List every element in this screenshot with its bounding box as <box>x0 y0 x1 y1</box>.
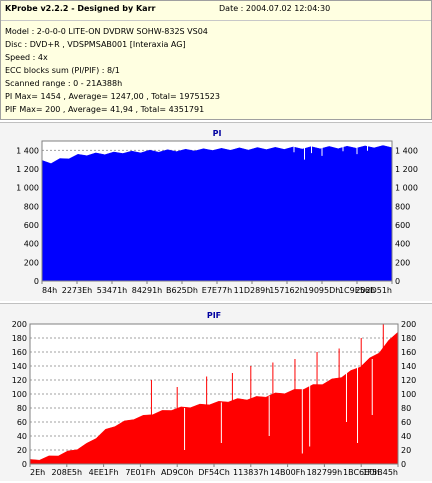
x-tick-label: 1F5B45h <box>362 468 398 477</box>
y-tick-label-right: 800 <box>395 202 410 211</box>
x-tick-label: E7E77h <box>202 286 232 295</box>
y-tick-label-right: 80 <box>401 404 411 413</box>
y-tick-label-left: 40 <box>17 432 27 441</box>
y-tick-label-left: 1 400 <box>16 146 39 155</box>
y-tick-label-right: 140 <box>401 362 416 371</box>
pif-stats-line: PIF Max= 200 , Average= 41,94 , Total= 4… <box>5 105 205 114</box>
range-line: Scanned range : 0 - 21A388h <box>5 79 123 88</box>
ecc-line: ECC blocks sum (PI/PIF) : 8/1 <box>5 66 120 75</box>
y-tick-label-left: 600 <box>24 221 39 230</box>
pi-chart: PI 0 0 200 200 400 400 600 600 800 800 1 000 1 000 1 … <box>16 129 418 295</box>
y-tick-label-left: 0 <box>22 460 27 469</box>
x-tick-label: 84h <box>42 286 57 295</box>
x-tick-label: B625Dh <box>166 286 198 295</box>
y-tick-label-left: 400 <box>24 240 39 249</box>
y-tick-label-left: 1 000 <box>16 184 39 193</box>
y-tick-label-right: 100 <box>401 390 416 399</box>
y-tick-label-left: 200 <box>24 258 39 267</box>
pif-chart: PIF 0 0 20 20 40 40 60 60 80 80 100 100 120 120 140 140 1… <box>12 311 417 477</box>
y-tick-label-right: 400 <box>395 240 410 249</box>
x-tick-label: 4EE1Fh <box>89 468 119 477</box>
x-tick-label: 113837h <box>233 468 269 477</box>
y-tick-label-left: 1 200 <box>16 165 39 174</box>
x-tick-label: 182799h <box>307 468 343 477</box>
x-tick-label: 2273Eh <box>62 286 92 295</box>
x-tick-label: 53471h <box>97 286 128 295</box>
y-tick-label-right: 0 <box>395 277 400 286</box>
y-tick-label-right: 200 <box>401 320 416 329</box>
chart-title: PIF <box>207 311 221 320</box>
y-tick-label-left: 80 <box>17 404 27 413</box>
x-tick-label: 84291h <box>132 286 163 295</box>
y-tick-label-left: 160 <box>12 348 27 357</box>
x-tick-label: 1C9E56h <box>339 286 375 295</box>
data-area <box>41 145 393 282</box>
x-tick-label: AD9C0h <box>161 468 193 477</box>
y-tick-label-left: 100 <box>12 390 27 399</box>
y-tick-label-left: 60 <box>17 418 27 427</box>
x-tick-label: DF54Ch <box>198 468 230 477</box>
x-tick-label: 2Eh <box>30 468 45 477</box>
x-tick-label: 7E01Fh <box>125 468 155 477</box>
speed-line: Speed : 4x <box>5 53 48 62</box>
pi-chart-panel: PI 0 0 200 200 400 400 600 600 800 800 1 000 1 000 1 … <box>0 122 432 301</box>
data-area <box>29 331 399 465</box>
y-tick-label-left: 0 <box>34 277 39 286</box>
pif-chart-panel: PIF 0 0 20 20 40 40 60 60 80 80 100 100 120 120 140 140 1… <box>0 303 432 481</box>
header-divider <box>1 20 431 21</box>
y-tick-label-right: 1 200 <box>395 165 418 174</box>
y-tick-label-right: 1 400 <box>395 146 418 155</box>
x-tick-label: 157162h <box>269 286 305 295</box>
scan-date: Date : 2004.07.02 12:04:30 <box>219 4 331 13</box>
x-tick-label: 14B00Fh <box>270 468 306 477</box>
y-tick-label-right: 40 <box>401 432 411 441</box>
y-tick-label-left: 800 <box>24 202 39 211</box>
info-panel: KProbe v2.2.2 - Designed by Karr Date : … <box>0 0 432 120</box>
y-tick-label-left: 120 <box>12 376 27 385</box>
app-title: KProbe v2.2.2 - Designed by Karr <box>5 4 156 13</box>
y-tick-label-left: 200 <box>12 320 27 329</box>
y-tick-label-right: 200 <box>395 258 410 267</box>
model-line: Model : 2-0-0-0 LITE-ON DVDRW SOHW-832S … <box>5 27 208 36</box>
y-tick-label-left: 180 <box>12 334 27 343</box>
x-tick-label: 208E5h <box>52 468 82 477</box>
y-tick-label-left: 20 <box>17 446 27 455</box>
y-tick-label-left: 140 <box>12 362 27 371</box>
disc-line: Disc : DVD+R , VDSPMSAB001 [Interaxia AG… <box>5 40 186 49</box>
y-tick-label-right: 0 <box>401 460 406 469</box>
y-tick-label-right: 1 000 <box>395 184 418 193</box>
y-tick-label-right: 160 <box>401 348 416 357</box>
y-tick-label-right: 120 <box>401 376 416 385</box>
x-tick-label: 1BC6E0h <box>343 468 379 477</box>
y-tick-label-right: 600 <box>395 221 410 230</box>
y-tick-label-right: 60 <box>401 418 411 427</box>
x-tick-label: 202D51h <box>355 286 392 295</box>
pi-stats-line: PI Max= 1454 , Average= 1247,00 , Total=… <box>5 92 220 101</box>
x-tick-label: 19095Dh <box>304 286 341 295</box>
x-tick-label: 11D289h <box>234 286 271 295</box>
y-tick-label-right: 180 <box>401 334 416 343</box>
chart-title: PI <box>213 129 222 138</box>
y-tick-label-right: 20 <box>401 446 411 455</box>
